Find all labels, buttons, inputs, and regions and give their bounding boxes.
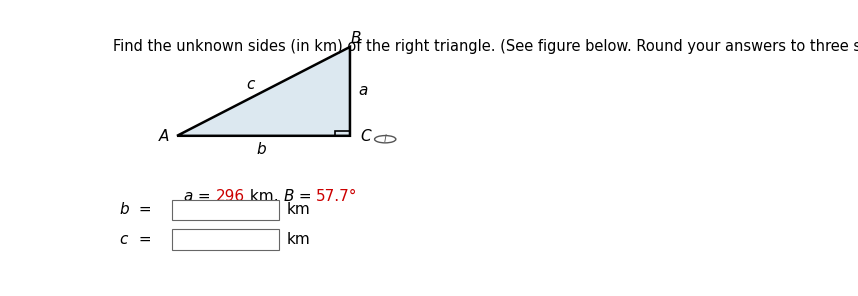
Text: 296: 296 (215, 189, 245, 204)
Text: b: b (257, 142, 266, 157)
Text: km,: km, (245, 189, 283, 204)
Text: b: b (119, 202, 129, 217)
Text: km: km (287, 232, 311, 247)
Text: 57.7°: 57.7° (316, 189, 358, 204)
Text: A: A (159, 129, 169, 144)
Text: a: a (359, 83, 368, 98)
Text: =: = (193, 189, 215, 204)
Text: C: C (360, 129, 371, 144)
Text: =: = (293, 189, 316, 204)
FancyBboxPatch shape (172, 229, 279, 250)
Text: a: a (184, 189, 193, 204)
FancyBboxPatch shape (172, 200, 279, 220)
Text: i: i (384, 134, 387, 144)
Text: Find the unknown sides (in km) of the right triangle. (See figure below. Round y: Find the unknown sides (in km) of the ri… (112, 39, 858, 54)
Text: c: c (246, 77, 255, 92)
Text: km: km (287, 202, 311, 217)
Text: B: B (351, 31, 361, 46)
Text: =: = (134, 232, 152, 247)
Polygon shape (177, 47, 350, 136)
Text: =: = (134, 202, 152, 217)
Text: c: c (119, 232, 128, 247)
Text: B: B (283, 189, 293, 204)
